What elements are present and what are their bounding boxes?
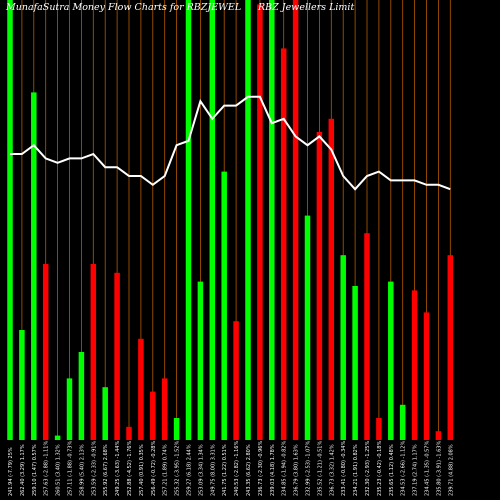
money-flow-bar xyxy=(126,426,132,440)
x-tick-label: 262.40 (3.29) 1.17% xyxy=(20,444,26,496)
bars xyxy=(7,0,454,441)
x-tick-label: 234.21 (1.91) 0.82% xyxy=(353,444,359,496)
money-flow-bar xyxy=(114,272,120,440)
x-tick-label: 255.92 (6.67) 2.68% xyxy=(103,444,109,496)
money-flow-bar xyxy=(102,387,108,440)
x-tick-label: 239.03 (4.18) 1.78% xyxy=(270,444,276,496)
x-tick-label: 259.27 (6.18) 2.44% xyxy=(187,444,193,496)
x-tick-label: 255.32 (-3.95) -1.52% xyxy=(175,441,181,496)
money-flow-bar xyxy=(269,0,275,440)
x-tick-label: 240.53 (-2.82) -1.16% xyxy=(234,441,240,496)
money-flow-bar xyxy=(150,391,156,440)
money-flow-bar xyxy=(411,290,418,440)
x-tick-label: 253.59 (-2.33) -0.91% xyxy=(91,441,97,496)
money-flow-bar xyxy=(209,0,216,440)
money-flow-bar xyxy=(340,255,346,440)
x-tick-label: 234.53 (-2.66) -1.12% xyxy=(401,441,407,496)
x-tick-label: 253.09 (3.34) 1.34% xyxy=(198,444,204,496)
money-flow-bar xyxy=(66,378,73,440)
money-flow-bar xyxy=(388,281,394,440)
money-flow-bar xyxy=(316,132,323,440)
money-flow-bar xyxy=(364,233,370,440)
x-tick-label: 235.52 (-1.21) -0.51% xyxy=(317,441,323,496)
x-tick-label: 234.85 (-1.94) -0.82% xyxy=(282,441,288,496)
money-flow-bar xyxy=(399,404,406,440)
x-tick-label: 232.99 (-2.53) -1.07% xyxy=(306,441,312,496)
x-tick-label: 237.19 (2.74) 1.17% xyxy=(413,444,419,496)
money-flow-bar xyxy=(435,431,442,440)
money-flow-bar xyxy=(31,92,37,441)
money-flow-bar xyxy=(280,48,287,441)
money-flow-bar xyxy=(447,255,454,440)
x-tick-label: 236.73 (-2.30) -0.96% xyxy=(258,441,264,496)
money-flow-bar xyxy=(161,378,168,440)
x-tick-label: 257.11 (-1.88) -0.73% xyxy=(68,441,74,496)
chart-title: MunafaSutra Money Flow Charts for RBZJEW… xyxy=(5,2,241,13)
money-flow-bar xyxy=(7,0,13,440)
money-flow-bar xyxy=(19,330,25,440)
x-tick-label: 234.45 (-1.35) -0.57% xyxy=(425,441,431,496)
money-flow-bar xyxy=(42,264,49,440)
x-tick-label: 252.88 (-4.52) -1.76% xyxy=(127,441,133,496)
x-tick-label: 233.41 (-0.80) -0.34% xyxy=(341,441,347,496)
x-tick-labels: 241.94 (-7.79) 25% 262.40 (3.29) 1.17% 259… xyxy=(8,441,454,496)
x-tick-label: 260.51 (3.40) 1.32% xyxy=(56,444,62,496)
x-tick-label: 258.99 (5.40) 2.13% xyxy=(79,444,85,496)
money-flow-bar xyxy=(197,281,204,440)
x-tick-label: 235.23 (-0.42) -0.18% xyxy=(377,441,383,496)
x-tick-label: 259.10 (1.47) 0.57% xyxy=(32,444,38,496)
money-flow-bar xyxy=(376,418,382,440)
money-flow-line xyxy=(10,95,451,191)
x-tick-label: 257.40 (0.91) 0.35% xyxy=(139,444,145,496)
money-flow-bar xyxy=(304,215,311,440)
money-flow-bar xyxy=(221,171,227,440)
x-tick-label: 249.75 (8.00) 3.31% xyxy=(210,444,216,496)
x-tick-label: 236.79 (3.80) 1.63% xyxy=(294,444,300,496)
x-tick-label: 243.35 (6.62) 2.80% xyxy=(246,444,252,496)
money-flow-bar xyxy=(328,118,335,441)
money-flow-bar xyxy=(138,338,144,440)
money-flow-bar xyxy=(257,4,263,441)
money-flow-bar xyxy=(185,0,192,440)
money-flow-bar xyxy=(78,352,85,440)
x-tick-label: 257.21 (1.89) 0.74% xyxy=(163,444,169,496)
x-tick-label: 241.94 (-7.79) 25% xyxy=(8,447,14,496)
money-flow-bar xyxy=(90,264,97,440)
money-flow-bar xyxy=(292,0,299,440)
money-flow-bar xyxy=(173,418,180,440)
x-tick-label: 236.73 (3.32) 1.42% xyxy=(329,444,335,496)
x-tick-label: 256.49 (-0.72) -0.28% xyxy=(151,441,157,496)
money-flow-bar xyxy=(54,435,61,440)
x-tick-label: 257.63 (-2.88) -1.11% xyxy=(44,441,50,496)
x-tick-label: 249.25 (-3.63) -1.44% xyxy=(115,441,121,496)
x-tick-label: 241.75 (1.22) 0.51% xyxy=(222,444,228,496)
x-tick-label: 235.65 (1.12) 0.48% xyxy=(389,444,395,496)
money-flow-bar xyxy=(245,0,251,440)
money-flow-bar xyxy=(233,321,239,440)
chart-title-company: RBZ Jewellers Limit xyxy=(257,2,354,13)
money-flow-bar xyxy=(352,286,358,440)
money-flow-bar xyxy=(423,312,430,440)
x-tick-label: 232.30 (-2.93) -1.25% xyxy=(365,441,371,496)
x-tick-label: 239.71 (4.88) 2.08% xyxy=(448,444,454,496)
x-tick-label: 235.80 (-3.91) -1.63% xyxy=(436,441,442,496)
